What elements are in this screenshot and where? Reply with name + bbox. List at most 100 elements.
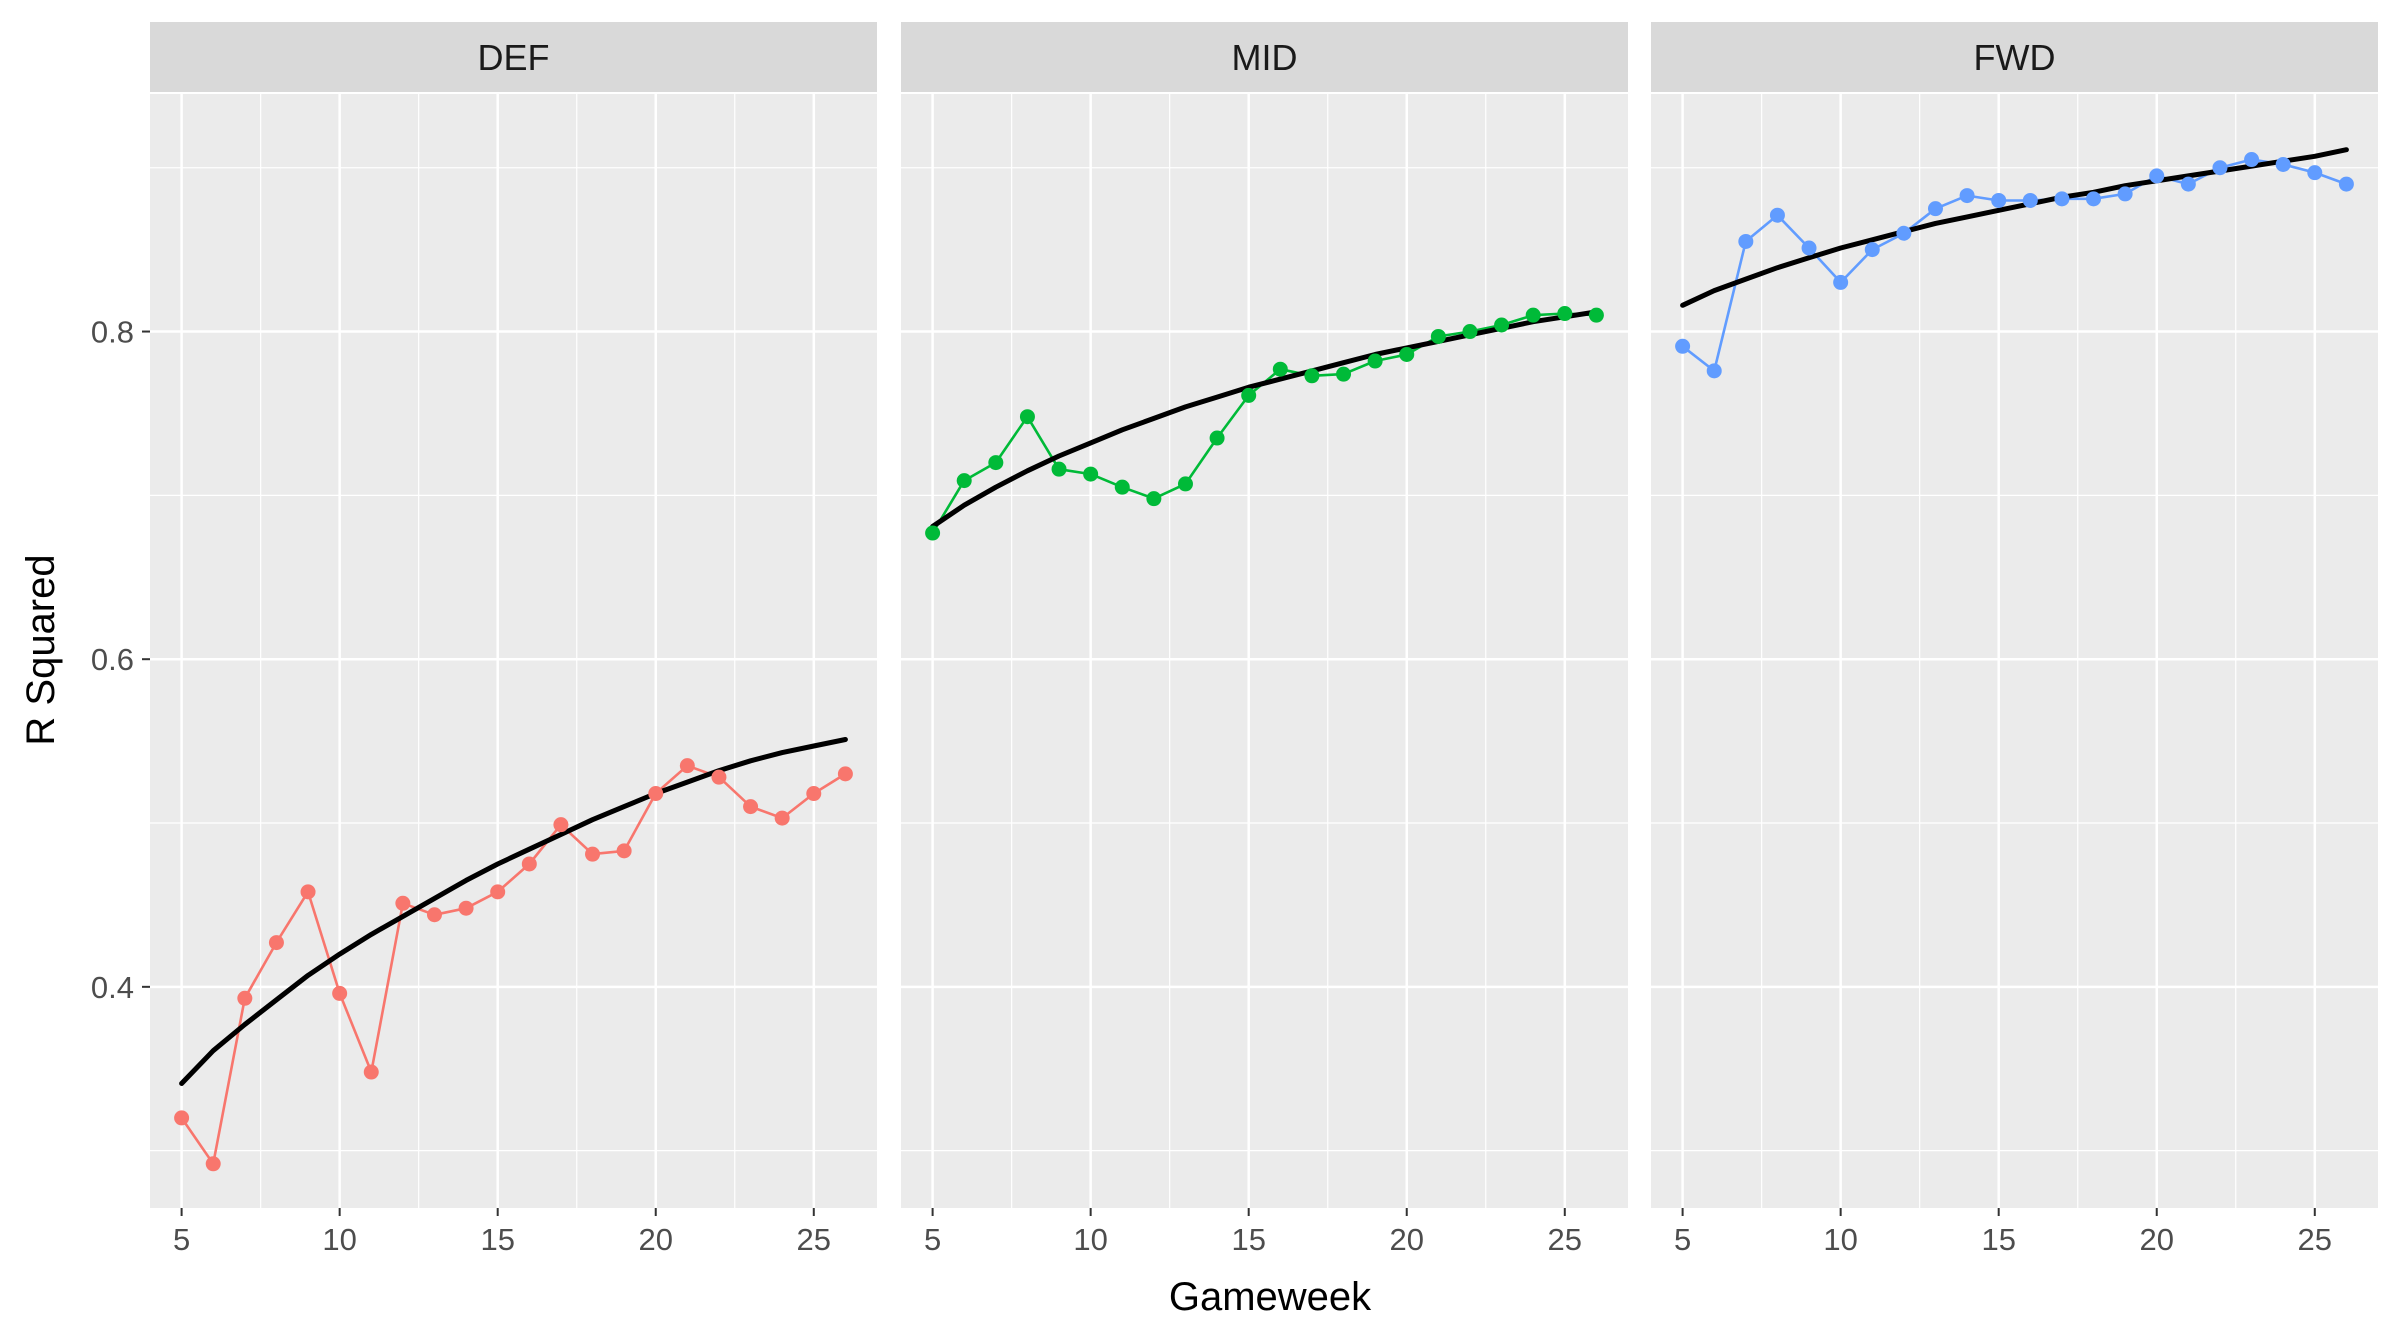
data-point-mid bbox=[1557, 306, 1573, 322]
data-point-def bbox=[268, 935, 284, 951]
data-point-fwd bbox=[2022, 192, 2038, 208]
data-point-mid bbox=[1367, 353, 1383, 369]
data-point-mid bbox=[1177, 476, 1193, 492]
data-point-mid bbox=[1019, 409, 1035, 425]
facet-label-fwd: FWD bbox=[1974, 37, 2056, 78]
data-point-def bbox=[458, 900, 474, 916]
data-point-mid bbox=[1241, 387, 1257, 403]
x-tick-label: 20 bbox=[1389, 1222, 1423, 1257]
data-point-fwd bbox=[2149, 168, 2165, 184]
data-point-def bbox=[774, 810, 790, 826]
data-point-mid bbox=[1114, 479, 1130, 495]
y-axis-title: R Squared bbox=[19, 554, 63, 745]
data-point-mid bbox=[1494, 317, 1510, 333]
data-point-fwd bbox=[1769, 207, 1785, 223]
data-point-mid bbox=[1272, 361, 1288, 377]
x-tick-label: 5 bbox=[1674, 1222, 1691, 1257]
data-point-def bbox=[332, 985, 348, 1001]
data-point-mid bbox=[1146, 491, 1162, 507]
x-tick-label: 15 bbox=[1231, 1222, 1265, 1257]
data-point-def bbox=[806, 786, 822, 802]
data-point-def bbox=[426, 907, 442, 923]
trend-line-mid bbox=[930, 309, 1599, 529]
data-point-def bbox=[837, 766, 853, 782]
y-tick-label: 0.8 bbox=[91, 315, 134, 350]
data-point-def bbox=[300, 884, 316, 900]
data-point-fwd bbox=[2117, 186, 2133, 202]
facet-def: DEF 5 10 15 20 25 0.4 0.6 0.8 bbox=[91, 22, 877, 1257]
facet-strip-mid bbox=[901, 22, 1628, 92]
data-point-mid bbox=[1209, 430, 1225, 446]
series-line-def bbox=[180, 764, 847, 1166]
data-point-mid bbox=[956, 473, 972, 489]
facet-mid: MID 5 10 15 20 25 bbox=[901, 22, 1628, 1257]
series-line-fwd bbox=[1681, 158, 2347, 373]
panel-background-fwd bbox=[1651, 94, 2378, 1208]
data-point-mid bbox=[1588, 307, 1604, 323]
data-point-def bbox=[648, 786, 664, 802]
data-point-def bbox=[237, 990, 253, 1006]
facet-strip-fwd bbox=[1651, 22, 2378, 92]
x-tick-label: 15 bbox=[1981, 1222, 2015, 1257]
data-point-fwd bbox=[2212, 160, 2228, 176]
data-point-mid bbox=[1051, 461, 1067, 477]
facet-label-mid: MID bbox=[1232, 37, 1298, 78]
x-tick-label: 20 bbox=[2139, 1222, 2173, 1257]
trend-line-fwd bbox=[1680, 147, 2349, 308]
data-point-fwd bbox=[2054, 191, 2070, 207]
x-tick-label: 10 bbox=[322, 1222, 356, 1257]
data-point-def bbox=[174, 1110, 190, 1126]
data-point-fwd bbox=[1927, 201, 1943, 217]
y-tick-label: 0.6 bbox=[91, 642, 134, 677]
data-point-mid bbox=[988, 455, 1004, 471]
data-point-fwd bbox=[1738, 233, 1754, 249]
data-point-def bbox=[679, 758, 695, 774]
data-point-mid bbox=[1336, 366, 1352, 382]
data-point-mid bbox=[1399, 346, 1415, 362]
facet-strip-def bbox=[150, 22, 877, 92]
data-point-def bbox=[363, 1064, 379, 1080]
x-tick-label: 25 bbox=[1548, 1222, 1582, 1257]
facet-fwd: FWD 5 10 15 20 25 bbox=[1651, 22, 2378, 1257]
data-point-mid bbox=[1462, 324, 1478, 340]
x-tick-label: 25 bbox=[2298, 1222, 2332, 1257]
y-tick-label: 0.4 bbox=[91, 970, 134, 1005]
data-point-def bbox=[585, 846, 601, 862]
data-point-fwd bbox=[1896, 225, 1912, 241]
data-point-fwd bbox=[2275, 156, 2291, 172]
data-point-def bbox=[711, 769, 727, 785]
facet-panels: DEF 5 10 15 20 25 0.4 0.6 0.8 MID 5 10 15 20 25 FWD 5 10 1… bbox=[91, 22, 2378, 1257]
data-point-mid bbox=[1304, 368, 1320, 384]
x-tick-label: 5 bbox=[173, 1222, 190, 1257]
data-point-fwd bbox=[2244, 152, 2260, 168]
data-point-mid bbox=[925, 525, 941, 541]
x-tick-label: 20 bbox=[638, 1222, 672, 1257]
facet-label-def: DEF bbox=[478, 37, 550, 78]
data-point-def bbox=[521, 856, 537, 872]
data-point-fwd bbox=[1991, 192, 2007, 208]
x-tick-label: 5 bbox=[924, 1222, 941, 1257]
x-tick-label: 10 bbox=[1073, 1222, 1107, 1257]
x-tick-label: 25 bbox=[797, 1222, 831, 1257]
x-tick-label: 10 bbox=[1823, 1222, 1857, 1257]
data-point-fwd bbox=[1801, 240, 1817, 256]
data-point-def bbox=[490, 884, 506, 900]
panel-background-def bbox=[150, 94, 877, 1208]
data-point-fwd bbox=[1959, 188, 1975, 204]
panel-background-mid bbox=[901, 94, 1628, 1208]
data-point-fwd bbox=[2307, 165, 2323, 181]
data-point-fwd bbox=[2338, 176, 2354, 192]
data-point-fwd bbox=[2180, 176, 2196, 192]
data-point-fwd bbox=[1706, 363, 1722, 379]
data-point-fwd bbox=[1675, 338, 1691, 354]
data-point-mid bbox=[1083, 466, 1099, 482]
x-axis-title: Gameweek bbox=[1169, 1275, 1372, 1319]
data-point-mid bbox=[1525, 307, 1541, 323]
data-point-def bbox=[743, 799, 759, 815]
data-point-def bbox=[553, 817, 569, 833]
data-point-fwd bbox=[1864, 242, 1880, 258]
data-point-def bbox=[205, 1156, 221, 1172]
data-point-fwd bbox=[2086, 191, 2102, 207]
x-tick-label: 15 bbox=[480, 1222, 514, 1257]
